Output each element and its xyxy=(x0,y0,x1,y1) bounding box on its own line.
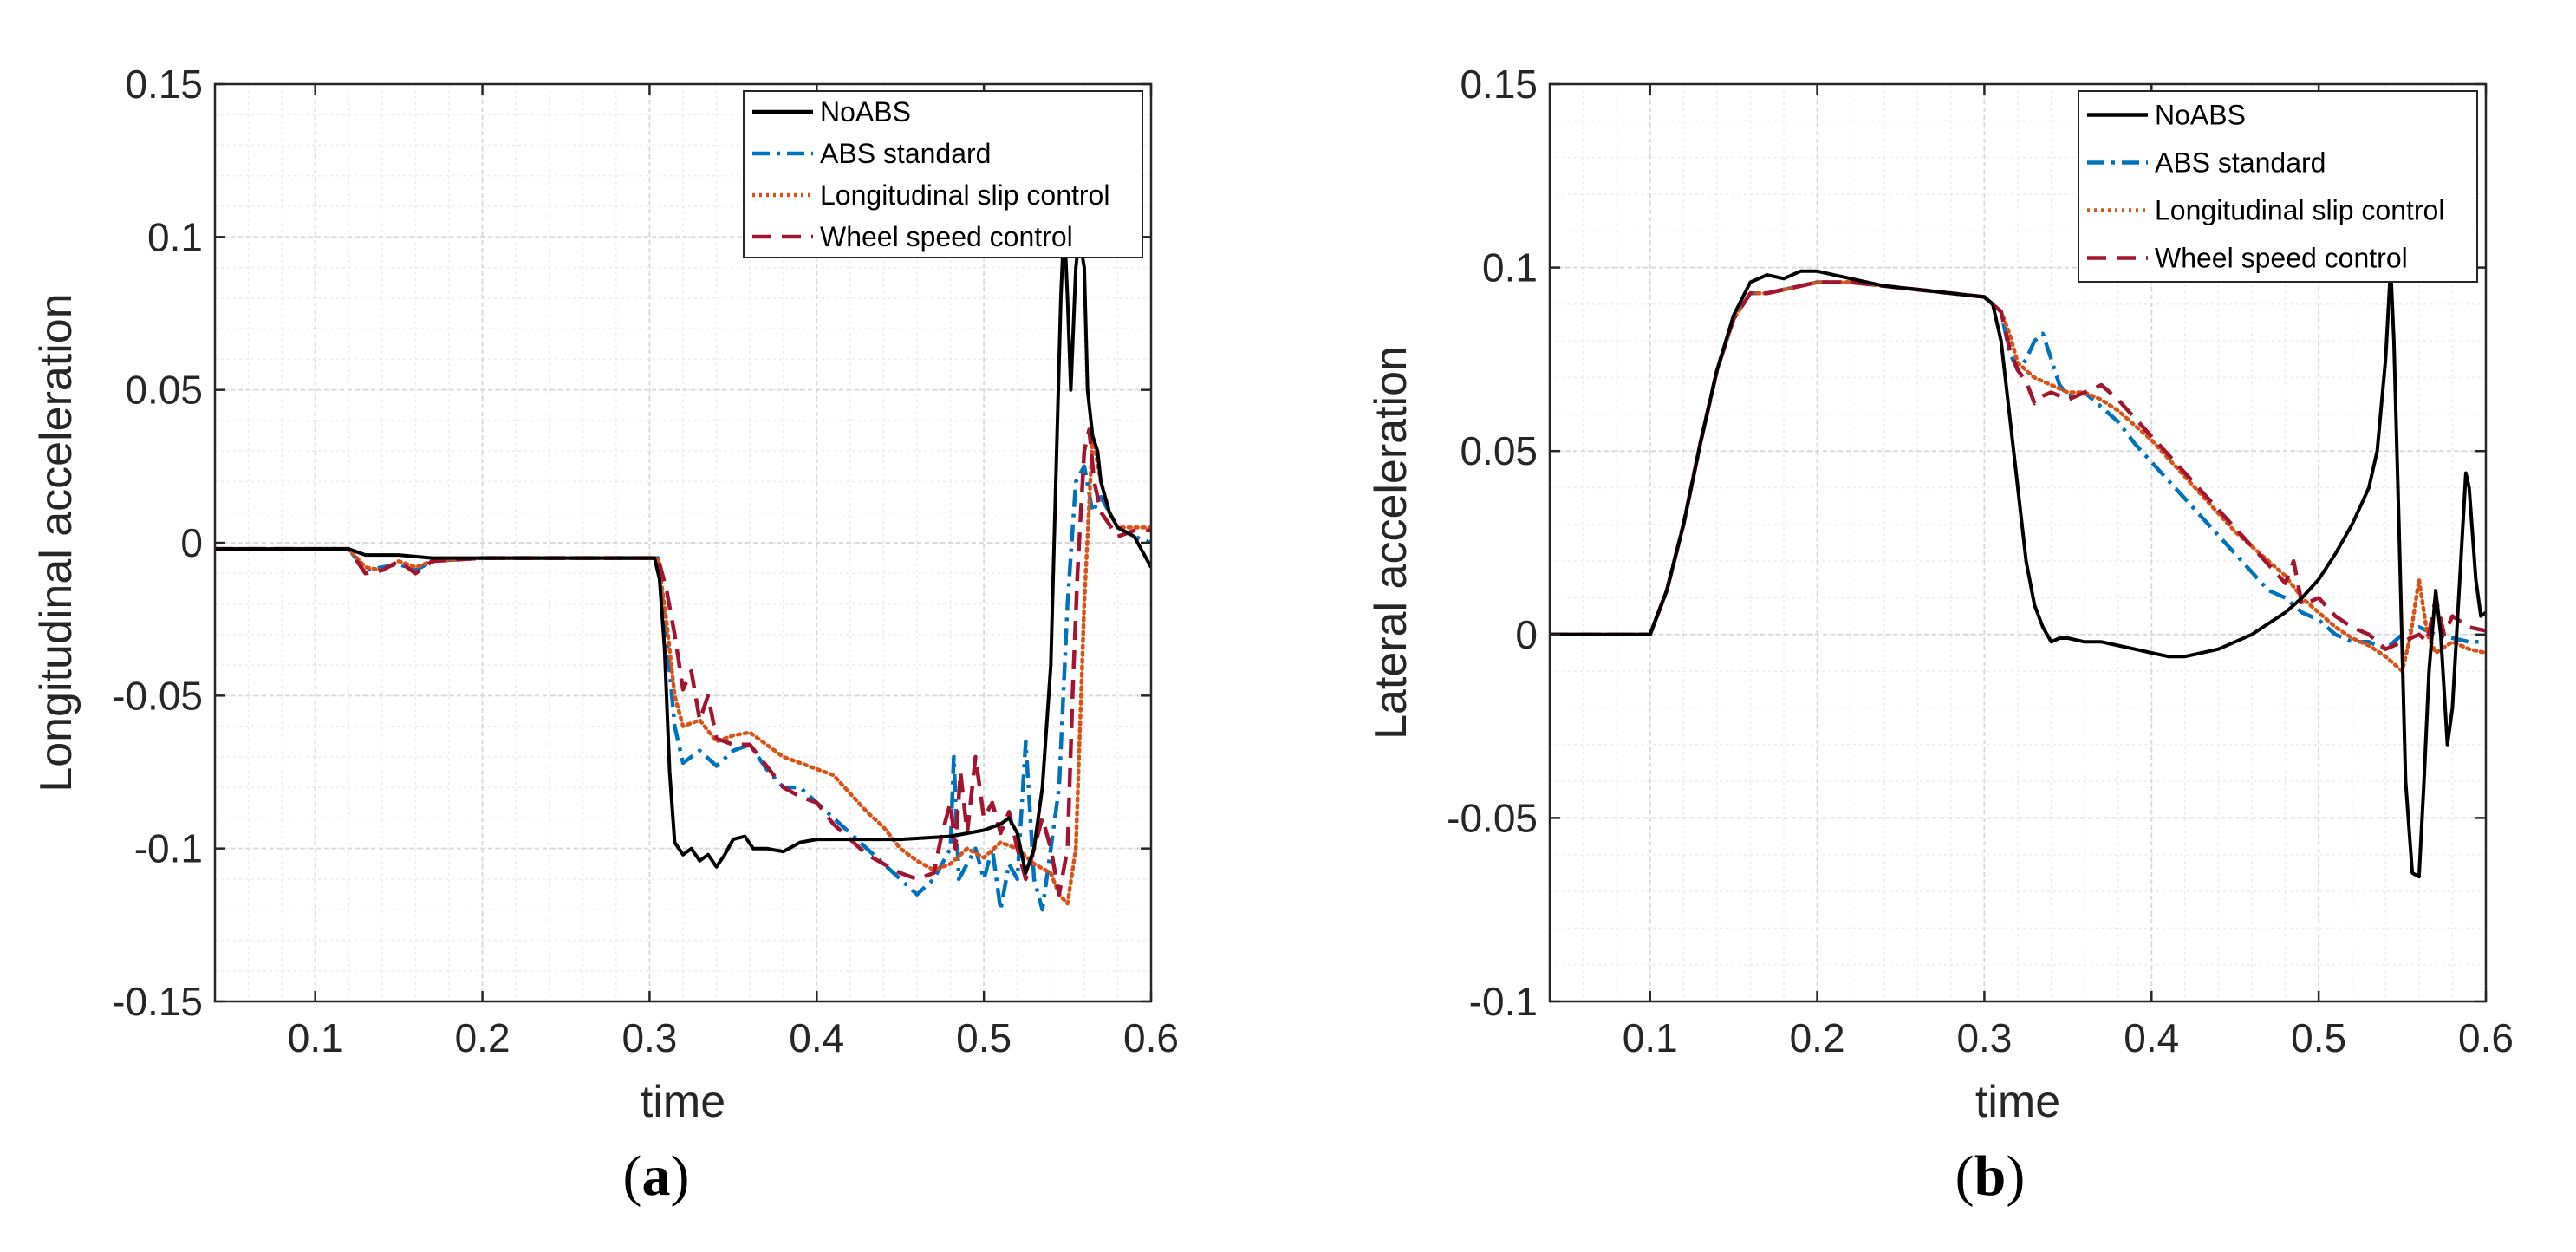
y-tick-label: 0.05 xyxy=(125,368,203,413)
legend-entry: ABS standard xyxy=(2155,147,2326,179)
x-tick-label: 0.1 xyxy=(1623,1015,1678,1060)
y-axis-label: Longitudinal acceleration xyxy=(31,293,81,792)
legend-box xyxy=(2078,90,2478,283)
x-tick-label: 0.3 xyxy=(621,1015,677,1060)
chart-a: 0.1 0.2 0.3 0.4 0.5 0.6 -0.15 -0.1 -0.05 0 0.05 0.1… xyxy=(31,62,1179,1127)
y-tick-label: 0.15 xyxy=(125,62,203,107)
legend-entry: Longitudinal slip control xyxy=(2155,195,2444,226)
x-tick-label: 0.3 xyxy=(1956,1015,2012,1060)
legend-entry: NoABS xyxy=(820,96,911,127)
legend-a: NoABS ABS standard Longitudinal slip contr… xyxy=(743,90,1143,258)
x-tick-label: 0.1 xyxy=(288,1015,343,1060)
y-axis-label: Lateral acceleration xyxy=(1366,346,1416,740)
y-tick-label: 0 xyxy=(1515,612,1538,657)
chart-b: 0.1 0.2 0.3 0.4 0.5 0.6 -0.1 -0.05 0 0.05 0.1 0.15 t… xyxy=(1366,62,2514,1127)
y-tick-label: 0.1 xyxy=(1482,245,1538,290)
series-line-wheel-speed-control xyxy=(215,427,1151,897)
legend-entry: ABS standard xyxy=(820,138,991,169)
legend-entry: Wheel speed control xyxy=(820,221,1073,252)
series-line-wheel-speed-control xyxy=(1550,280,2486,651)
x-tick-label: 0.4 xyxy=(2124,1015,2179,1060)
series-group-b xyxy=(1550,265,2486,879)
legend-b: NoABS ABS standard Longitudinal slip contr… xyxy=(2078,90,2478,283)
y-tick-label: -0.1 xyxy=(134,826,203,871)
x-tick-label: 0.2 xyxy=(1790,1015,1845,1060)
series-line-noabs xyxy=(1550,265,2486,879)
y-tick-label: 0.1 xyxy=(147,214,203,259)
y-tick-label: 0 xyxy=(180,520,203,565)
y-tick-label: -0.15 xyxy=(112,979,203,1024)
x-tick-label: 0.6 xyxy=(1123,1015,1179,1060)
x-axis-label: time xyxy=(641,1077,725,1127)
x-tick-label: 0.6 xyxy=(2458,1015,2514,1060)
legend-entry: NoABS xyxy=(2155,100,2246,131)
x-tick-label: 0.5 xyxy=(2291,1015,2346,1060)
panel-label-a: (a) xyxy=(623,1144,690,1208)
series-line-longitudinal-slip-control xyxy=(1550,280,2486,674)
y-tick-label: -0.1 xyxy=(1469,979,1538,1024)
panel-label-b: (b) xyxy=(1955,1144,2026,1208)
legend-entry: Longitudinal slip control xyxy=(820,179,1109,211)
y-tick-label: 0.05 xyxy=(1460,428,1538,473)
x-tick-label: 0.5 xyxy=(956,1015,1012,1060)
legend-box xyxy=(743,90,1143,258)
y-tick-label: -0.05 xyxy=(1447,795,1538,840)
axes-box-b xyxy=(1548,82,2488,1003)
y-tick-label: -0.05 xyxy=(112,673,203,718)
x-tick-label: 0.2 xyxy=(455,1015,511,1060)
x-axis-label: time xyxy=(1975,1077,2060,1127)
legend-entry: Wheel speed control xyxy=(2155,243,2408,274)
y-tick-label: 0.15 xyxy=(1460,62,1538,107)
x-tick-label: 0.4 xyxy=(789,1015,844,1060)
